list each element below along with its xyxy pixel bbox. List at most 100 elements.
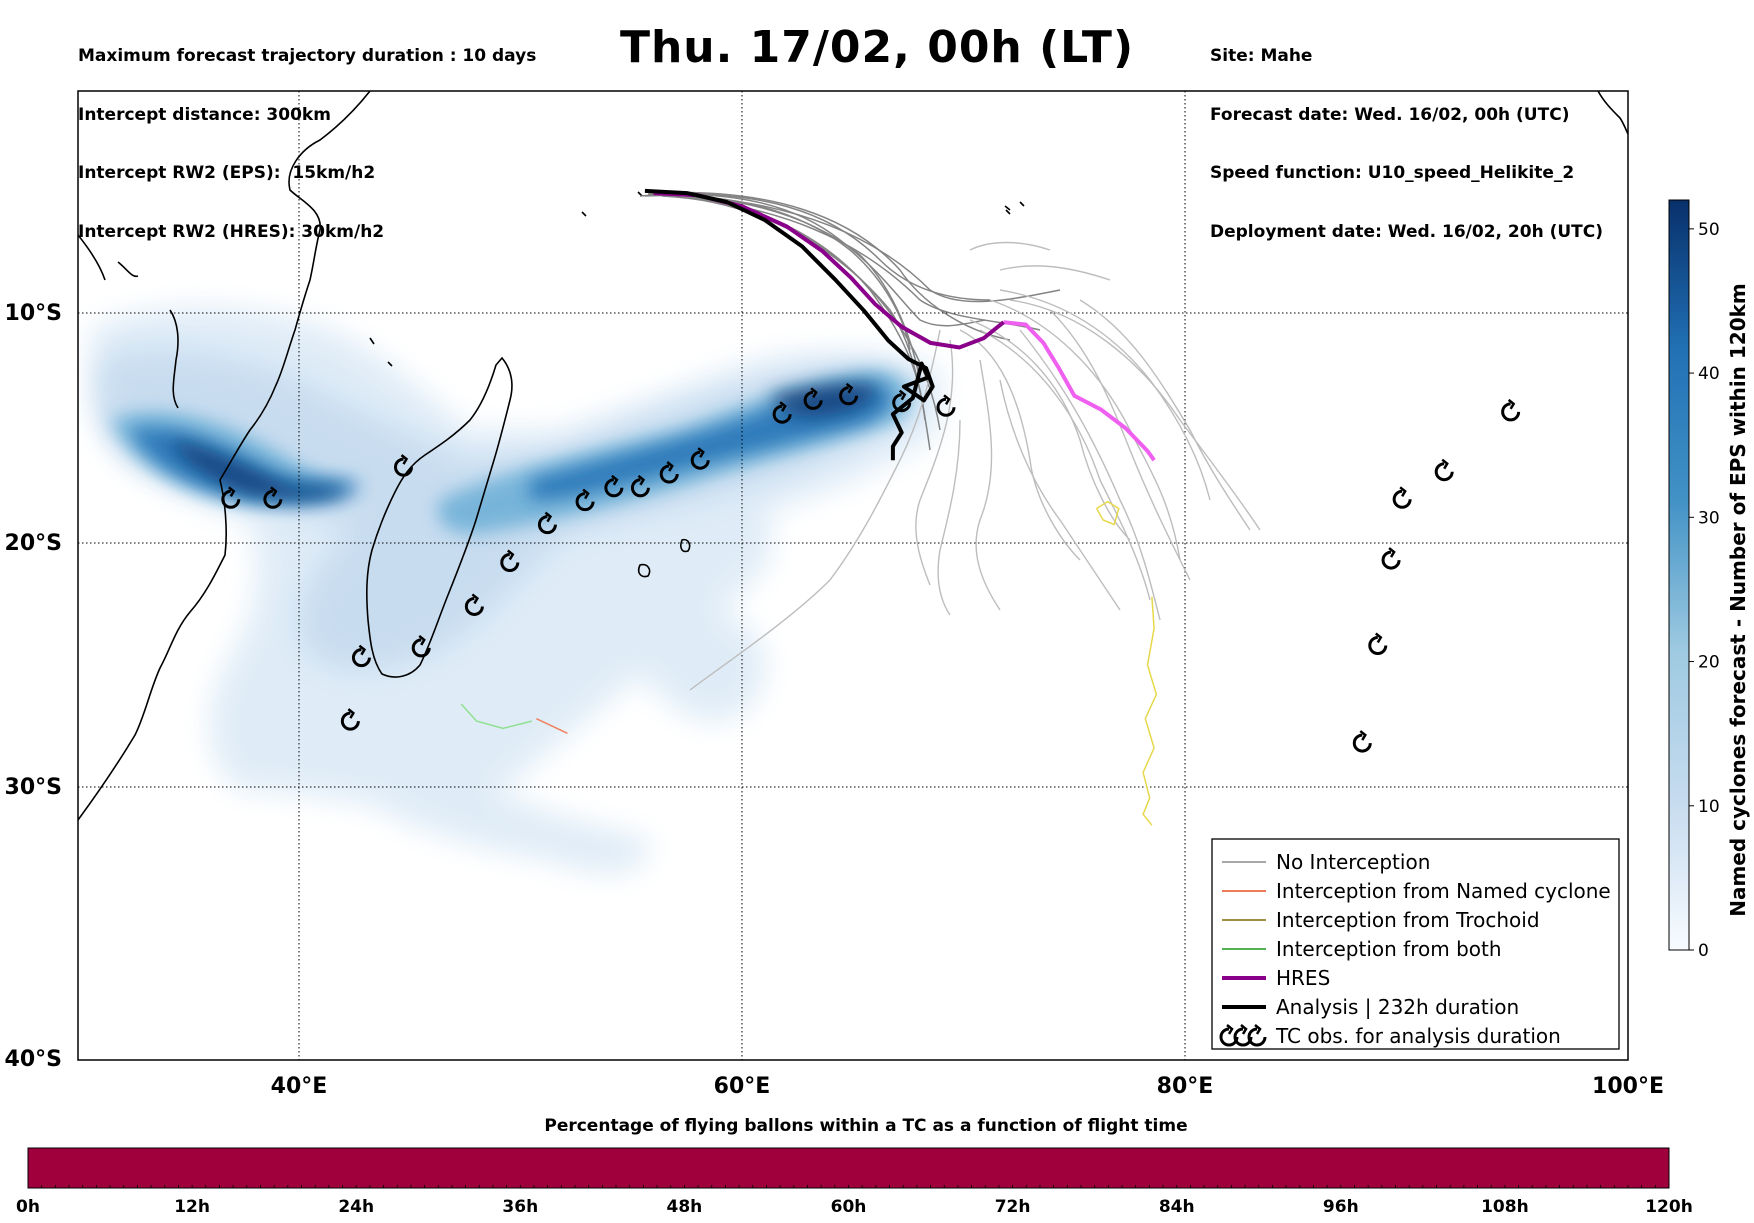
lon-tick-80E: 80°E: [1157, 1074, 1214, 1099]
lat-tick-40S: 40°S: [5, 1047, 62, 1072]
tc-obs-symbol: [340, 708, 360, 731]
colorbar-tick-label: 20: [1698, 653, 1720, 673]
mauritius-outline: [637, 563, 651, 578]
tc-obs-symbol: [575, 488, 595, 512]
time-bar-tick-label: 36h: [502, 1197, 538, 1217]
legend-label: No Interception: [1276, 850, 1430, 874]
map-area: [78, 91, 1628, 1060]
lat-tick-20S: 20°S: [5, 531, 62, 556]
tc-obs-symbol: [1368, 632, 1388, 655]
africa-coast: [78, 91, 371, 821]
tc-obs-symbol: [604, 474, 624, 498]
comoros-outline: [369, 337, 393, 367]
header-left: Maximum forecast trajectory duration : 1…: [78, 8, 536, 262]
tc-obs-symbol: [1434, 458, 1454, 482]
colorbar-tick-label: 40: [1698, 364, 1720, 384]
colorbar-tick-label: 50: [1698, 220, 1720, 240]
tc-observations: [221, 382, 1521, 753]
time-bar-tick-label: 24h: [338, 1197, 374, 1217]
legend-item: Analysis | 232h duration: [1222, 995, 1519, 1019]
time-bar-tick-label: 48h: [667, 1197, 703, 1217]
legend-item: Interception from Named cyclone: [1222, 879, 1611, 903]
time-bar-tick-label: 120h: [1645, 1197, 1693, 1217]
madagascar-outline: [366, 356, 513, 678]
trochoid-loop: [1095, 500, 1120, 526]
legend-label: HRES: [1276, 966, 1330, 990]
east-africa-north: [169, 309, 179, 409]
tc-obs-symbol: [263, 486, 283, 509]
header-intercept-eps: Intercept RW2 (EPS): 15km/h2: [78, 163, 376, 183]
cyclone-density-shading: [90, 307, 940, 874]
tc-obs-symbol: [690, 447, 710, 470]
tc-obs-symbol: [803, 387, 823, 410]
tc-obs-symbol: [1501, 398, 1521, 422]
header-deployment-date: Deployment date: Wed. 16/02, 20h (UTC): [1210, 221, 1604, 242]
lon-tick-60E: 60°E: [714, 1074, 771, 1099]
colorbar-label: Named cyclones forecast - Number of EPS …: [1726, 283, 1750, 917]
legend-label: Analysis | 232h duration: [1276, 995, 1519, 1019]
tc-obs-symbol: [630, 474, 650, 498]
both-track: [460, 703, 533, 730]
legend-label: Interception from Trochoid: [1276, 908, 1540, 932]
legend-box: [1211, 838, 1620, 1050]
time-bar-tick-label: 12h: [174, 1197, 210, 1217]
tc-obs-symbol: [1352, 730, 1372, 753]
time-bar-title: Percentage of flying ballons within a TC…: [544, 1116, 1187, 1136]
africa-coast-upper: [78, 234, 139, 281]
page-title: Thu. 17/02, 00h (LT): [619, 22, 1135, 73]
legend-item: HRES: [1222, 966, 1330, 990]
tc-obs-symbol: [411, 634, 431, 658]
lon-tick-100E: 100°E: [1592, 1074, 1664, 1099]
tc-obs-symbol: [464, 593, 484, 616]
tc-obs-symbol: [839, 382, 859, 406]
tc-obs-symbol: [537, 511, 557, 535]
legend-tc-icon: [1247, 1024, 1267, 1047]
tc-obs-symbol: [221, 486, 241, 509]
colorbar-gradient: [1668, 199, 1690, 951]
tc-obs-symbol: [1392, 486, 1412, 509]
tc-obs-symbol: [351, 644, 371, 668]
time-bar-tick-label: 84h: [1159, 1197, 1195, 1217]
legend-item: Interception from both: [1222, 937, 1502, 961]
analysis-track: [644, 188, 935, 461]
sumatra-outline: [1597, 91, 1628, 135]
reunion-outline: [680, 538, 691, 553]
legend-item: TC obs. for analysis duration: [1219, 1024, 1561, 1048]
tc-obs-symbol: [394, 454, 413, 477]
header-speed-function: Speed function: U10_speed_Helikite_2: [1210, 163, 1575, 183]
tc-obs-symbol: [1381, 547, 1401, 570]
named-cyclone-track: [536, 718, 568, 734]
legend-label: TC obs. for analysis duration: [1275, 1024, 1561, 1048]
legend-item: No Interception: [1222, 850, 1430, 874]
header-forecast-date: Forecast date: Wed. 16/02, 00h (UTC): [1210, 104, 1570, 125]
legend-label: Interception from Named cyclone: [1276, 879, 1611, 903]
tc-obs-symbol: [659, 461, 679, 484]
trochoid-track: [1142, 596, 1158, 826]
chagos-outline: [1005, 201, 1025, 215]
colorbar: 0 10 20 30 40 50 Named cyclones forecast - Nu…: [1668, 199, 1750, 961]
eps-tracks-light: [689, 241, 1261, 691]
time-bar-tick-label: 72h: [995, 1197, 1031, 1217]
time-bar-tick-label: 96h: [1323, 1197, 1359, 1217]
time-bar-tick-label: 108h: [1481, 1197, 1529, 1217]
colorbar-tick-label: 30: [1698, 508, 1720, 528]
legend-item: Interception from Trochoid: [1222, 908, 1540, 932]
legend-label: Interception from both: [1276, 937, 1502, 961]
map-axis-labels: 40°E 60°E 80°E 100°E 10°S 20°S 30°S 40°S: [5, 301, 1664, 1099]
lon-tick-40E: 40°E: [271, 1074, 328, 1099]
header-intercept-hres: Intercept RW2 (HRES): 30km/h2: [78, 221, 385, 242]
header-site: Site: Mahe: [1210, 46, 1313, 66]
header-right: Site: Mahe Forecast date: Wed. 16/02, 00…: [1210, 8, 1603, 262]
tc-obs-symbol: [772, 401, 792, 424]
tc-obs-symbol: [500, 549, 520, 572]
time-bar-tick-label: 60h: [831, 1197, 867, 1217]
time-bar: Percentage of flying ballons within a TC…: [16, 1116, 1693, 1217]
coastlines: [78, 91, 1628, 821]
lat-tick-10S: 10°S: [5, 301, 62, 326]
tc-obs-symbol: [936, 394, 956, 417]
map-frame: [77, 90, 1629, 1061]
header-max-duration: Maximum forecast trajectory duration : 1…: [78, 46, 537, 66]
hres-track-extended: [1003, 320, 1156, 462]
tc-obs-symbol: [892, 389, 912, 413]
